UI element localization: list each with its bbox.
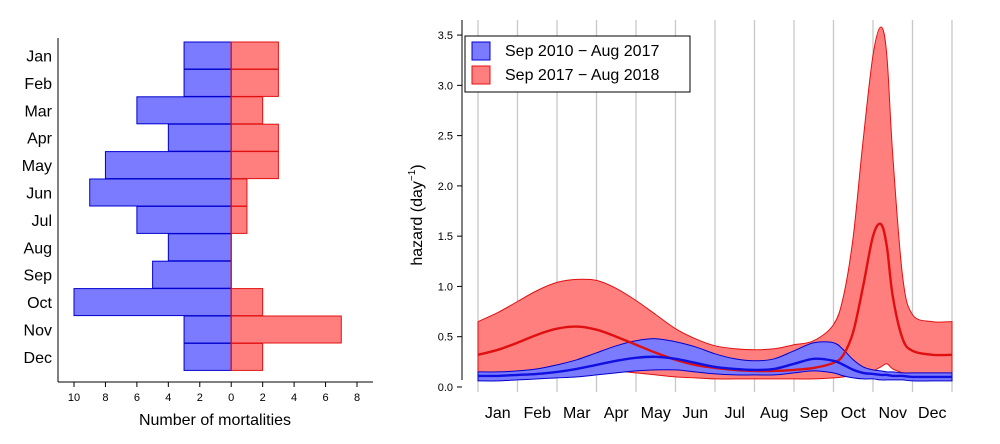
category-label-may: May (22, 158, 52, 175)
bar-feb-2010-2017 (183, 68, 232, 97)
bar-aug-2010-2017 (167, 233, 232, 262)
y-title-superscript: −1 (407, 169, 418, 181)
month-label-jan: Jan (485, 405, 511, 422)
category-label-oct: Oct (27, 295, 52, 312)
bar-nov-2017-2018 (230, 315, 342, 344)
legend-label-2010-2017: Sep 2010 − Aug 2017 (505, 43, 659, 60)
bar-jul-2017-2018 (230, 205, 248, 234)
confidence-band-2017-2018 (477, 26, 953, 380)
category-label-feb: Feb (24, 76, 52, 93)
month-label-feb: Feb (523, 405, 551, 422)
mean-hazard-line-2010-2017 (477, 355, 952, 379)
legend: Sep 2010 − Aug 2017 Sep 2017 − Aug 2018 (464, 35, 691, 93)
hazard-y-axis-title: hazard (day−1) (407, 164, 426, 265)
bar-chart-x-axis-title: Number of mortalities (139, 412, 291, 429)
category-label-sep: Sep (24, 268, 53, 285)
bar-dec-2010-2017 (183, 342, 232, 371)
category-label-mar: Mar (24, 103, 52, 120)
bar-may-2010-2017 (104, 151, 232, 180)
y-tick-label: 1.5 (438, 231, 453, 243)
x-tick-label: 4 (291, 392, 297, 404)
bar-chart-axes (57, 38, 373, 383)
x-tick-label: 6 (322, 392, 328, 404)
y-tick-label: 1.0 (438, 281, 453, 293)
x-tick-label: 8 (102, 392, 108, 404)
bar-nov-2010-2017 (183, 315, 232, 344)
bar-sep-2010-2017 (152, 260, 232, 289)
bar-mar-2010-2017 (136, 96, 232, 125)
month-label-dec: Dec (918, 405, 946, 422)
bar-jun-2017-2018 (230, 178, 248, 207)
bar-oct-2017-2018 (230, 288, 264, 317)
y-tick-label: 2.0 (438, 181, 453, 193)
month-label-aug: Aug (760, 405, 788, 422)
month-label-sep: Sep (800, 405, 829, 422)
x-tick-label: 2 (197, 392, 203, 404)
month-category-labels: Jan Feb Mar Apr May Jun Jul Aug Sep Oct Nov Dec (22, 49, 53, 367)
x-tick-label: 4 (165, 392, 171, 404)
bar-jan-2017-2018 (230, 41, 279, 70)
category-label-apr: Apr (27, 131, 53, 148)
x-tick-label: 10 (68, 392, 80, 404)
bar-feb-2017-2018 (230, 68, 279, 97)
y-tick-label: 2.5 (438, 131, 453, 143)
bar-jul-2010-2017 (136, 205, 232, 234)
month-label-apr: Apr (604, 405, 630, 422)
bar-dec-2017-2018 (230, 342, 264, 371)
x-tick-label: 6 (134, 392, 140, 404)
y-tick-label: 3.0 (438, 80, 453, 92)
month-label-oct: Oct (841, 405, 866, 422)
y-tick-label: 3.5 (438, 30, 453, 42)
month-label-mar: Mar (563, 405, 591, 422)
legend-swatch-red (471, 65, 491, 85)
x-tick-label: 2 (260, 392, 266, 404)
y-tick-label: 0.5 (438, 332, 453, 344)
hazard-y-ticks: 0.0 0.5 1.0 1.5 2.0 2.5 3.0 3.5 (438, 30, 462, 394)
x-tick-label: 8 (354, 392, 360, 404)
legend-swatch-blue (471, 41, 491, 61)
bar-jun-2010-2017 (89, 178, 232, 207)
confidence-band-2010-2017 (477, 338, 953, 382)
category-label-nov: Nov (24, 323, 52, 340)
category-label-jun: Jun (26, 186, 52, 203)
y-tick-label: 0.0 (438, 382, 453, 394)
confidence-bands (477, 26, 953, 382)
x-tick-label: 0 (228, 392, 234, 404)
mean-hazard-lines (477, 222, 953, 379)
mean-hazard-line-2017-2018 (477, 222, 953, 373)
y-title-main: hazard (day (409, 181, 426, 266)
bar-chart-x-ticks: 10 8 6 4 2 0 2 4 6 8 (68, 382, 360, 404)
month-label-jul: Jul (725, 405, 745, 422)
category-label-jul: Jul (32, 213, 52, 230)
category-label-jan: Jan (26, 49, 52, 66)
category-label-dec: Dec (24, 350, 52, 367)
bar-apr-2017-2018 (230, 123, 279, 152)
mortality-bar-chart: Jan Feb Mar Apr May Jun Jul Aug Sep Oct Nov Dec 10 8… (22, 38, 373, 429)
bar-oct-2010-2017 (73, 288, 232, 317)
bar-apr-2010-2017 (167, 123, 232, 152)
legend-label-2017-2018: Sep 2017 − Aug 2018 (505, 67, 659, 84)
month-label-nov: Nov (879, 405, 907, 422)
month-label-may: May (641, 405, 671, 422)
legend-box (464, 35, 691, 93)
hazard-line-chart: 0.0 0.5 1.0 1.5 2.0 2.5 3.0 3.5 Jan Feb Mar Apr May… (407, 20, 953, 422)
bar-mar-2017-2018 (230, 96, 264, 125)
month-label-jun: Jun (682, 405, 708, 422)
hazard-month-labels: Jan Feb Mar Apr May Jun Jul Aug Sep Oct Nov Dec (485, 405, 947, 422)
bars-group (73, 41, 342, 371)
bar-jan-2010-2017 (183, 41, 232, 70)
bar-may-2017-2018 (230, 151, 279, 180)
y-title-close: ) (409, 164, 426, 169)
category-label-aug: Aug (24, 240, 52, 257)
